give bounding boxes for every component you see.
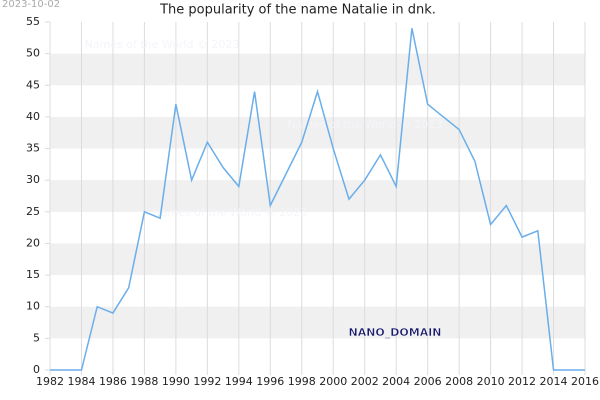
x-tick-label: 1982	[36, 375, 64, 388]
chart-title: The popularity of the name Natalie in dn…	[159, 3, 436, 18]
x-tick-label: 2006	[414, 375, 442, 388]
y-tick-label: 30	[26, 173, 40, 186]
x-tick-label: 1992	[193, 375, 221, 388]
grid-band	[50, 180, 585, 212]
watermark: Names of the World © 2023	[288, 118, 443, 131]
y-tick-label: 55	[26, 15, 40, 28]
y-tick-label: 45	[26, 78, 40, 91]
x-tick-label: 2014	[540, 375, 568, 388]
x-tick-label: 1996	[256, 375, 284, 388]
grid-band	[50, 306, 585, 339]
x-tick-label: 1990	[162, 375, 190, 388]
x-tick-label: 2010	[477, 375, 505, 388]
watermark: Names of the World © 2023	[153, 206, 308, 219]
line-series	[50, 28, 585, 371]
grid-band	[50, 243, 585, 276]
y-tick-label: 40	[26, 110, 40, 123]
y-tick-label: 25	[26, 205, 40, 218]
y-tick-label: 20	[26, 236, 40, 249]
x-tick-label: 1988	[130, 375, 158, 388]
domain-label: NANO_DOMAIN	[348, 326, 441, 339]
grid-band	[50, 116, 585, 149]
y-tick-label: 0	[33, 363, 40, 376]
x-tick-label: 2004	[382, 375, 410, 388]
x-tick-label: 1986	[99, 375, 127, 388]
x-tick-label: 2008	[445, 375, 473, 388]
y-tick-label: 35	[26, 142, 40, 155]
y-tick-label: 5	[33, 331, 40, 344]
y-tick-label: 15	[26, 268, 40, 281]
y-tick-label: 50	[26, 47, 40, 60]
grid-band	[50, 53, 585, 86]
x-tick-label: 1984	[67, 375, 95, 388]
y-tick-label: 10	[26, 300, 40, 313]
x-tick-label: 2000	[319, 375, 347, 388]
x-tick-label: 2002	[351, 375, 379, 388]
date-stamp: 2023-10-02	[2, 0, 60, 10]
watermark: Names of the World © 2023	[85, 38, 240, 51]
x-tick-label: 1998	[288, 375, 316, 388]
x-tick-label: 2016	[571, 375, 599, 388]
x-tick-label: 2012	[508, 375, 536, 388]
x-tick-label: 1994	[225, 375, 253, 388]
